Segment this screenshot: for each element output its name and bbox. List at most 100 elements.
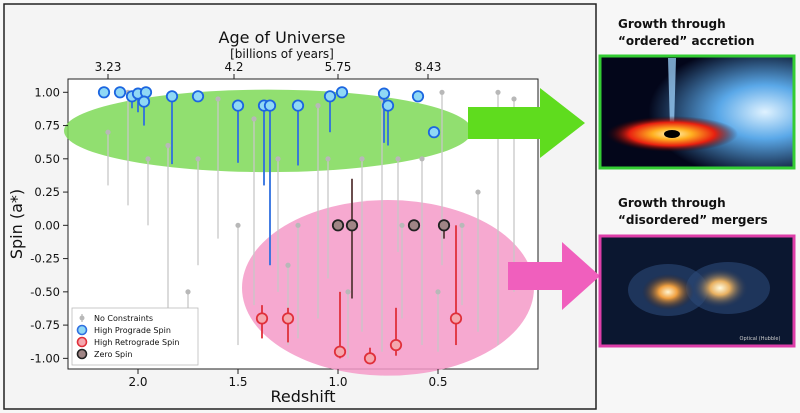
high-prograde-spin-point [263, 99, 277, 112]
y-axis-label: Spin (a*) [7, 189, 26, 259]
legend-marker-retrograde [76, 336, 88, 348]
y-tick-label: 0.50 [34, 152, 60, 166]
no-constraints-point [435, 289, 441, 295]
no-constraints-point [165, 142, 171, 149]
high-prograde-spin-point [335, 86, 349, 99]
panel-mergers-caption-line1: Growth through [618, 196, 726, 210]
zero-spin-point [345, 219, 359, 232]
no-constraints-point [215, 96, 221, 102]
legend-label-zero: Zero Spin [94, 350, 132, 359]
highlight-ellipses [64, 89, 534, 376]
high-prograde-spin-point [381, 99, 395, 112]
legend-label-no-constraints: No Constraints [94, 314, 153, 323]
galaxy-left-icon [642, 274, 694, 310]
legend-marker-no-constraints [79, 315, 85, 321]
high-prograde-spin-point [165, 90, 179, 103]
y-tick-label: -0.25 [30, 252, 60, 266]
accretion-image-frame [598, 54, 796, 170]
pink-ellipse [242, 200, 534, 376]
no-constraints-point [359, 156, 365, 162]
high-prograde-spin-point [191, 90, 205, 103]
no-constraints-point [475, 189, 481, 195]
high-retrograde-spin-point [363, 352, 377, 365]
no-constraints-point [315, 103, 321, 109]
no-constraints-point [495, 89, 501, 95]
no-constraints-point [105, 129, 111, 135]
no-constraints-point [439, 89, 445, 95]
y-tick-label: 0.00 [34, 218, 60, 232]
high-retrograde-spin-point [449, 312, 463, 325]
accretion-image [598, 54, 796, 170]
x-tick-label: 0.5 [428, 375, 447, 389]
legend-box [71, 307, 199, 366]
legend-marker-zero [76, 348, 88, 360]
black-hole-icon [664, 130, 680, 138]
no-constraints-point [251, 116, 257, 122]
pink-arrow [508, 242, 600, 310]
y-tick-label: 1.00 [34, 85, 60, 99]
jet-icon [668, 58, 676, 128]
top-tick-label: 4.2 [224, 60, 243, 74]
x-axis-label: Redshift [271, 387, 336, 406]
high-retrograde-spin-point [333, 345, 347, 358]
galaxy-right-icon [692, 268, 748, 308]
panel-mergers-caption-line2: “disordered” mergers [618, 213, 768, 227]
high-retrograde-spin-point [389, 338, 403, 352]
legend-entry-retrograde: High Retrograde Spin [76, 336, 179, 348]
legend-label-retrograde: High Retrograde Spin [94, 338, 179, 347]
y-tick-label: 0.25 [34, 185, 60, 199]
y-tick-label: -0.50 [30, 285, 60, 299]
high-prograde-spin-point [231, 99, 245, 112]
legend-label-prograde: High Prograde Spin [94, 326, 171, 335]
no-constraints-point [285, 262, 291, 268]
no-constraints-point [325, 156, 331, 162]
no-constraints-point [195, 156, 201, 162]
high-prograde-spin-point [377, 87, 391, 100]
high-prograde-spin-point [113, 86, 127, 99]
merger-image: Optical (Hubble) [598, 234, 796, 348]
top-tick-label: 5.75 [325, 60, 352, 74]
y-tick-label: 0.75 [34, 119, 60, 133]
green-ellipse [64, 89, 472, 173]
no-constraints-point [295, 222, 301, 228]
top-tick-label: 8.43 [415, 60, 442, 74]
no-constraints-point [419, 156, 425, 162]
zero-spin-point [331, 219, 345, 232]
image-credit: Optical (Hubble) [740, 336, 781, 342]
legend-entry-zero: Zero Spin [76, 348, 132, 360]
legend-entry-no-constraints: No Constraints [79, 314, 153, 323]
chart-title: Age of Universe [219, 28, 346, 47]
axes: 2.0 1.5 1.0 0.5 1.00 0.75 0.50 0.25 0.00 -0.25 -0.… [30, 60, 447, 389]
panel-ordered-caption-line2: “ordered” accretion [618, 34, 755, 48]
no-constraints-point [511, 96, 517, 102]
legend: No Constraints High Prograde Spin High R… [71, 307, 199, 366]
panel-ordered-caption-line1: Growth through [618, 17, 726, 31]
zero-spin-point [407, 219, 421, 232]
high-prograde-spin-point [291, 99, 305, 112]
no-constraints-point [235, 222, 241, 228]
no-constraints-point [459, 222, 465, 228]
no-constraints-point [399, 222, 405, 228]
high-prograde-spin-point [427, 126, 441, 139]
y-tick-label: -0.75 [30, 318, 60, 332]
no-constraints-point [275, 156, 281, 162]
high-prograde-spin-point [137, 95, 151, 108]
zero-spin-point [437, 219, 451, 232]
green-arrow [468, 88, 585, 158]
no-constraints-point [185, 289, 191, 295]
no-constraints-point [345, 289, 351, 295]
high-prograde-spin-point [323, 90, 337, 103]
no-constraints-point [145, 156, 151, 162]
high-retrograde-spin-point [281, 312, 295, 325]
x-tick-label: 1.5 [228, 375, 247, 389]
chart-subtitle: [billions of years] [230, 47, 334, 61]
top-tick-label: 3.23 [95, 60, 122, 74]
high-retrograde-spin-point [255, 312, 269, 325]
legend-marker-prograde [76, 324, 88, 336]
high-prograde-spin-point [411, 90, 425, 103]
legend-entry-prograde: High Prograde Spin [76, 324, 171, 336]
x-tick-label: 1.0 [328, 375, 347, 389]
no-constraints-point [395, 156, 401, 162]
high-prograde-spin-point [97, 86, 111, 99]
